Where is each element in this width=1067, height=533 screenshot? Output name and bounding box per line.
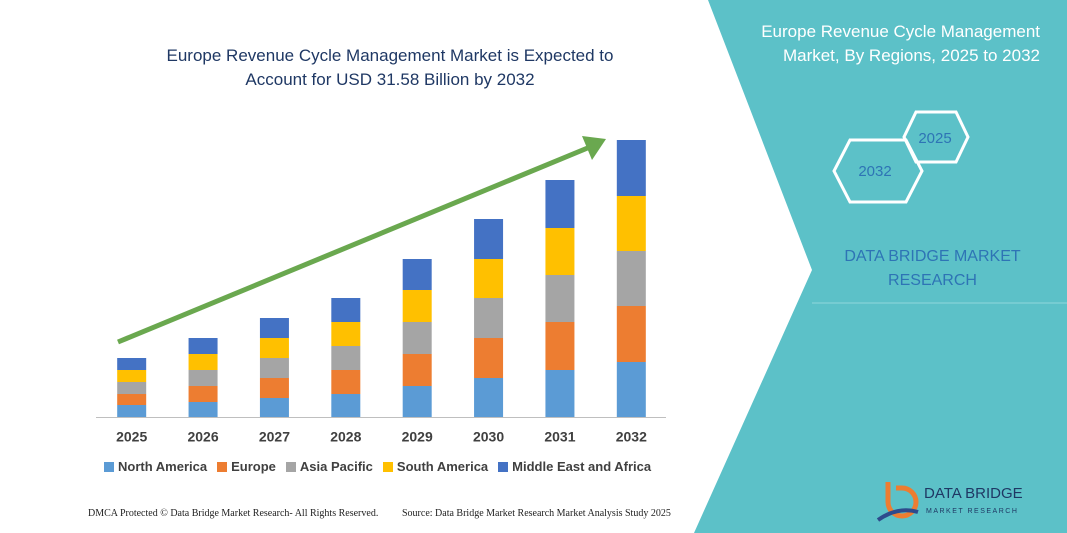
legend-label: Asia Pacific <box>299 459 373 474</box>
logo-name: DATA BRIDGE <box>924 485 1023 502</box>
legend-swatch <box>285 461 296 472</box>
bar-segment <box>616 196 646 251</box>
legend-label: Europe <box>231 459 276 474</box>
bar-segment <box>402 322 432 354</box>
bar-segment <box>545 322 575 370</box>
bar-segment <box>331 346 361 370</box>
bar-segment <box>331 298 361 322</box>
bar-segment <box>616 306 646 362</box>
x-tick-label: 2028 <box>330 429 361 445</box>
bar-segment <box>402 290 432 322</box>
bar-segment <box>117 405 147 417</box>
source: Source: Data Bridge Market Research Mark… <box>402 508 671 519</box>
bar-segment <box>474 219 504 259</box>
bar-segment <box>259 358 289 378</box>
hexagon <box>902 110 970 164</box>
copyright: DMCA Protected © Data Bridge Market Rese… <box>88 508 379 519</box>
legend-swatch <box>104 461 114 472</box>
legend-item: South America <box>382 459 489 474</box>
x-tick-label: 2031 <box>544 429 575 445</box>
brand: DATA BRIDGE MARKET RESEARCH <box>844 248 1021 289</box>
bar-segment <box>545 370 575 417</box>
bar-segment <box>474 378 504 417</box>
bar-segment <box>402 259 432 290</box>
bar-segment <box>188 370 218 386</box>
bar-segment <box>474 259 504 298</box>
bar-segment <box>188 338 218 354</box>
bar-segment <box>188 402 218 417</box>
x-tick-label: 2026 <box>187 429 218 445</box>
bar-segment <box>331 394 361 417</box>
trend-arrow <box>117 144 591 345</box>
bar-segment <box>259 338 289 358</box>
bar-segment <box>117 370 147 382</box>
bar-segment <box>545 275 575 322</box>
legend-swatch <box>217 461 228 472</box>
bar-segment <box>188 386 218 402</box>
bar-segment <box>474 298 504 338</box>
bar-segment <box>402 386 432 417</box>
legend-item: Europe <box>217 459 276 474</box>
bar-segment <box>259 378 289 398</box>
bar-segment <box>259 318 289 338</box>
bar-segment <box>402 354 432 386</box>
x-tick-label: 2029 <box>402 429 433 445</box>
bar-segment <box>474 338 504 378</box>
legend-item: Asia Pacific <box>285 459 373 474</box>
panel-title: Europe Revenue Cycle Management Market, … <box>761 22 1040 65</box>
hexagon-label: 2032 <box>858 163 891 180</box>
bar-segment <box>616 362 646 417</box>
bar-segment <box>616 251 646 306</box>
logo-swoosh <box>876 508 919 522</box>
legend-label: North America <box>118 459 208 474</box>
arrow-head <box>582 136 606 160</box>
legend-item: North America <box>104 459 207 474</box>
logo-tagline: MARKET RESEARCH <box>926 508 1018 515</box>
bar-segment <box>616 140 646 196</box>
legend-swatch <box>382 461 393 472</box>
bar-segment <box>331 322 361 346</box>
x-tick-label: 2027 <box>259 429 290 445</box>
bar-segment <box>117 382 147 394</box>
x-tick-label: 2030 <box>473 429 504 445</box>
legend-swatch <box>498 461 509 472</box>
legend-label: Middle East and Africa <box>512 459 652 474</box>
legend: North America Europe Asia Pacific South Ame… <box>104 459 651 474</box>
x-tick-label: 2032 <box>616 429 647 445</box>
legend-item: Middle East and Africa <box>498 459 651 474</box>
right-panel-bg <box>694 0 1067 533</box>
bar-segment <box>331 370 361 394</box>
x-tick-label: 2025 <box>116 429 147 445</box>
hexagon-label: 2025 <box>918 130 951 147</box>
legend-label: South America <box>396 459 489 474</box>
bar-segment <box>117 394 147 405</box>
bar-segment <box>545 180 575 228</box>
bar-segment <box>259 398 289 417</box>
bar-segment <box>117 358 147 370</box>
bar-segment <box>545 228 575 275</box>
bar-segment <box>188 354 218 370</box>
chart-title: Europe Revenue Cycle Management Market i… <box>166 46 614 89</box>
